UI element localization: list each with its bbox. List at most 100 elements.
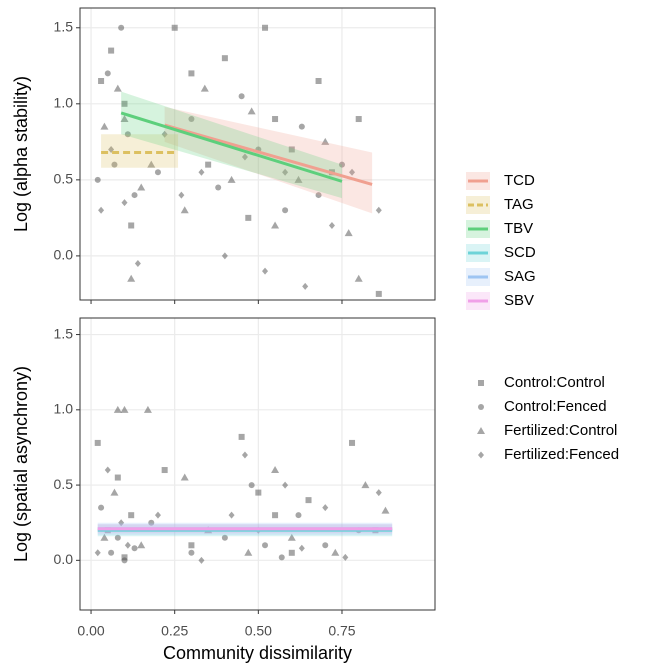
data-point [180, 473, 189, 481]
data-point [98, 206, 105, 214]
data-point [344, 229, 353, 237]
data-point [114, 474, 121, 481]
data-point [315, 78, 322, 84]
data-point [272, 512, 279, 519]
data-point [305, 497, 312, 504]
y-tick-label: 1.5 [54, 18, 74, 34]
data-point [221, 252, 228, 260]
legend-label: TAG [504, 196, 534, 213]
data-point [98, 78, 105, 84]
data-point [94, 549, 101, 557]
x-tick-label: 0.00 [77, 623, 104, 639]
data-point [349, 168, 356, 176]
data-point [241, 451, 248, 459]
data-point [110, 488, 119, 496]
data-point [221, 55, 228, 62]
data-point [137, 183, 146, 191]
data-point [271, 466, 280, 474]
y-axis-title: Log (alpha stability) [11, 76, 31, 232]
data-point [288, 146, 295, 153]
data-point [255, 489, 262, 496]
data-point [100, 533, 109, 541]
data-point [262, 24, 269, 31]
data-point [171, 24, 178, 31]
data-point [94, 439, 101, 446]
data-point [118, 519, 125, 527]
legend-label: TCD [504, 172, 535, 189]
data-point [121, 100, 128, 107]
data-point [131, 192, 138, 199]
data-point [322, 542, 329, 549]
data-point [148, 519, 155, 526]
legend-label: SBV [504, 292, 534, 309]
data-point [121, 554, 128, 561]
y-tick-label: 0.0 [54, 247, 74, 263]
y-tick-label: 1.0 [54, 95, 74, 111]
data-point [205, 161, 212, 168]
data-point [271, 221, 280, 229]
data-point [128, 512, 135, 519]
data-point [322, 504, 329, 512]
data-point [287, 533, 296, 541]
data-point [188, 549, 195, 556]
data-point [120, 405, 129, 413]
data-point [238, 93, 245, 100]
data-point [104, 466, 111, 474]
data-point [154, 169, 161, 176]
data-point [161, 130, 168, 138]
data-point [295, 512, 302, 519]
data-point [241, 153, 248, 161]
legend-key-shape [478, 404, 484, 410]
data-point [124, 131, 131, 138]
data-point [227, 175, 236, 183]
data-point [298, 544, 305, 552]
data-point [200, 84, 209, 92]
data-point [248, 482, 255, 489]
data-point [244, 548, 253, 556]
data-point [262, 267, 269, 275]
y-tick-label: 1.5 [54, 325, 74, 341]
legend-key-shape [477, 427, 485, 434]
data-point [98, 504, 105, 511]
data-point [355, 116, 362, 123]
data-point [331, 548, 340, 556]
data-point [188, 542, 195, 549]
fit-line [164, 123, 373, 186]
data-point [198, 556, 205, 564]
data-point [121, 557, 128, 564]
data-point [342, 553, 349, 561]
data-point [338, 161, 345, 168]
data-point [100, 122, 109, 130]
data-point [272, 116, 279, 123]
data-point [113, 84, 122, 92]
data-point [108, 549, 115, 556]
data-point [161, 467, 168, 474]
data-point [315, 192, 322, 199]
data-point [381, 506, 390, 514]
data-point [121, 199, 128, 207]
data-point [118, 24, 125, 31]
data-point [288, 549, 295, 556]
data-point [124, 541, 131, 549]
y-tick-label: 0.0 [54, 551, 74, 567]
data-point [143, 405, 152, 413]
legend-key-shape [478, 451, 484, 459]
panel-border [79, 317, 436, 611]
data-point [302, 282, 309, 290]
data-point [375, 290, 382, 297]
data-point [328, 221, 335, 229]
y-tick-label: 1.0 [54, 401, 74, 417]
data-point [108, 47, 115, 54]
data-point [137, 541, 146, 549]
data-point [180, 206, 189, 214]
y-tick-label: 0.5 [54, 171, 74, 187]
data-point [245, 214, 252, 221]
data-point [114, 534, 121, 541]
data-point [198, 168, 205, 176]
data-point [298, 123, 305, 130]
data-point [282, 481, 289, 489]
data-point [113, 405, 122, 413]
data-point [361, 481, 370, 489]
x-axis-title: Community dissimilarity [163, 643, 352, 663]
